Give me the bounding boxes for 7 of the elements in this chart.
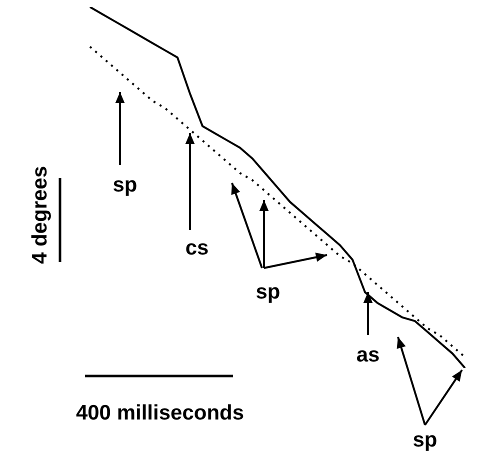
text: 4 degrees [28,166,52,264]
annotation: sp [112,174,138,196]
text: 400 milliseconds [76,402,244,424]
annotation: as [356,344,380,366]
text: sp [412,428,438,452]
annotation: cs [185,236,209,260]
annotation: sp [256,280,280,304]
